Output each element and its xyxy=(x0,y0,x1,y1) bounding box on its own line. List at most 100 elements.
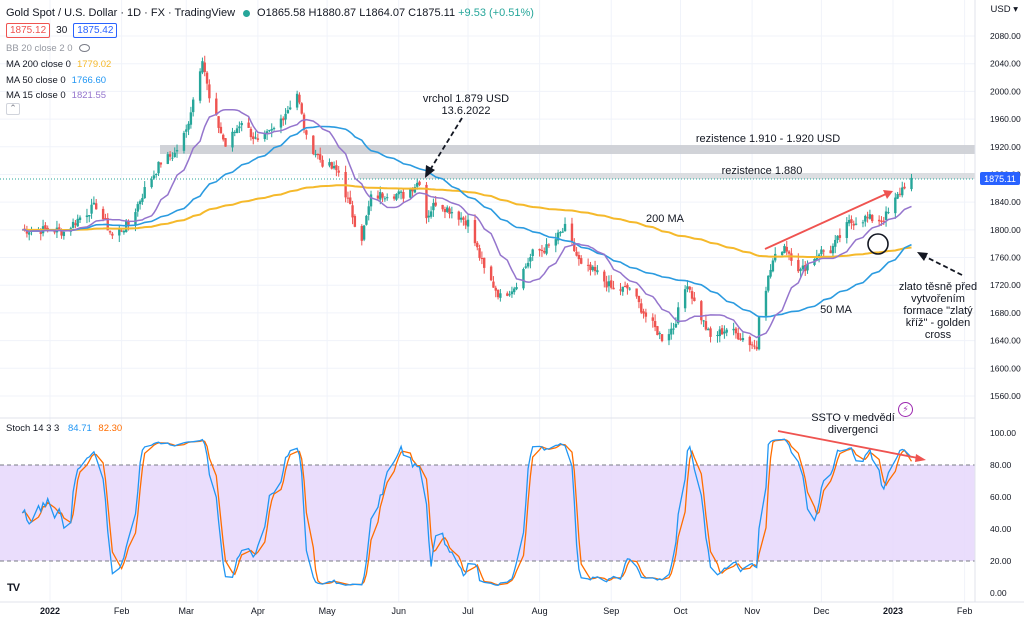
candle-body xyxy=(286,110,290,114)
candle-body xyxy=(845,222,849,238)
candle-body xyxy=(683,289,687,309)
legend-ma15[interactable]: MA 15 close 0 1821.55 xyxy=(6,90,106,101)
time-tick-label: 2023 xyxy=(883,606,903,616)
candle-body xyxy=(90,204,93,214)
candles xyxy=(23,55,913,352)
candle-body xyxy=(723,331,726,334)
candle-body xyxy=(496,289,500,298)
candle-body xyxy=(563,223,567,232)
time-tick-label: Nov xyxy=(744,606,761,616)
candle-body xyxy=(381,193,384,198)
candle-body xyxy=(660,334,664,342)
candle-body xyxy=(413,186,417,193)
stoch-band xyxy=(0,465,975,561)
candle-body xyxy=(78,217,82,221)
price-tick-label: 1680.00 xyxy=(990,308,1021,318)
candle-body xyxy=(531,249,534,257)
candle-body xyxy=(476,242,479,248)
candle-body xyxy=(494,287,497,291)
candle-body xyxy=(362,225,366,240)
stoch-axis[interactable]: 0.00 20.00 40.00 60.00 80.00 100.00 xyxy=(990,428,1016,598)
candle-body xyxy=(173,152,176,158)
candle-body xyxy=(861,222,865,224)
candle-body xyxy=(321,159,324,167)
candle-body xyxy=(910,177,913,190)
candle-body xyxy=(138,201,142,205)
candle-body xyxy=(418,181,421,185)
candle-body xyxy=(434,202,437,206)
candle-body xyxy=(39,230,42,234)
candle-body xyxy=(416,182,419,187)
price-tick-label: 2080.00 xyxy=(990,31,1021,41)
candle-body xyxy=(94,203,98,210)
stoch-tick-label: 40.00 xyxy=(990,524,1012,534)
time-axis[interactable]: 2022 Feb Mar Apr May Jun Jul Aug Sep Oct Nov Dec 202… xyxy=(40,606,972,616)
price-tick-label: 2000.00 xyxy=(990,86,1021,96)
candle-body xyxy=(369,194,373,207)
high-value: H1880.87 xyxy=(308,7,357,19)
candle-body xyxy=(797,259,800,272)
candle-body xyxy=(586,264,590,266)
symbol-title[interactable]: Gold Spot / U.S. Dollar · 1D · FX · Trad… xyxy=(6,7,236,19)
annotation-peak-1: vrchol 1.879 USD xyxy=(423,93,509,105)
candle-body xyxy=(432,202,435,211)
annotation-peak-2: 13.6.2022 xyxy=(442,105,491,117)
lightning-icon[interactable]: ⚡ xyxy=(898,402,913,417)
currency-selector[interactable]: USD ▾ xyxy=(990,4,1018,15)
legend-ma200[interactable]: MA 200 close 0 1779.02 xyxy=(6,59,111,70)
candle-body xyxy=(446,207,449,212)
candle-body xyxy=(769,269,772,277)
candle-body xyxy=(545,244,548,254)
candle-body xyxy=(330,162,333,169)
candle-body xyxy=(603,271,606,282)
currency-label: USD xyxy=(990,4,1011,15)
candle-body xyxy=(351,205,354,218)
buy-price-button[interactable]: 1875.42 xyxy=(73,23,118,38)
price-tick-label: 1600.00 xyxy=(990,363,1021,373)
candle-body xyxy=(159,162,163,165)
candle-body xyxy=(235,128,239,134)
legend-ma50-value: 1766.60 xyxy=(71,75,107,86)
trend-arrow-price-head xyxy=(883,190,893,199)
candle-body xyxy=(272,128,276,130)
candle-body xyxy=(670,328,673,335)
candle-body xyxy=(901,187,904,196)
candle-body xyxy=(880,220,883,222)
eye-icon[interactable] xyxy=(78,44,90,53)
candle-body xyxy=(764,290,768,316)
legend-stoch[interactable]: Stoch 14 3 3 84.71 82.30 xyxy=(6,423,122,434)
candle-body xyxy=(741,337,745,341)
time-tick-label: Sep xyxy=(603,606,619,616)
candle-body xyxy=(427,215,430,218)
candle-body xyxy=(725,329,728,333)
candle-body xyxy=(457,211,460,220)
price-tick-label: 1640.00 xyxy=(990,336,1021,346)
candle-body xyxy=(593,266,597,272)
tradingview-logo-icon[interactable]: TV xyxy=(7,582,20,594)
candle-body xyxy=(58,227,61,230)
legend-bb[interactable]: BB 20 close 2 0 xyxy=(6,43,90,54)
candle-body xyxy=(640,303,643,313)
time-tick-label: May xyxy=(319,606,337,616)
candle-body xyxy=(748,336,752,346)
candle-body xyxy=(346,197,350,199)
candle-body xyxy=(707,328,710,331)
legend-bb-label: BB 20 close 2 0 xyxy=(6,43,73,54)
candle-body xyxy=(238,126,241,129)
sell-price-button[interactable]: 1875.12 xyxy=(6,23,51,38)
ma15-line xyxy=(22,108,912,339)
candle-body xyxy=(492,281,495,288)
time-tick-label: 2022 xyxy=(40,606,60,616)
candle-body xyxy=(884,211,888,220)
legend-ma50[interactable]: MA 50 close 0 1766.60 xyxy=(6,75,106,86)
candle-body xyxy=(623,286,627,288)
candle-body xyxy=(127,221,130,225)
candle-body xyxy=(376,195,380,199)
candle-body xyxy=(529,257,532,262)
candle-body xyxy=(894,197,897,214)
candle-body xyxy=(561,231,564,233)
candle-body xyxy=(771,260,775,272)
trend-arrow-stoch-head xyxy=(915,454,926,462)
collapse-legend-chevron-icon[interactable]: ⌃ xyxy=(6,103,20,115)
